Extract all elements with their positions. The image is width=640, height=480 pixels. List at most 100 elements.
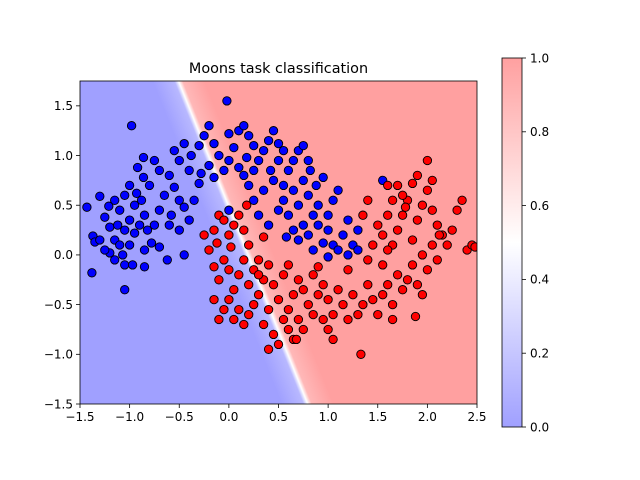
class-0-point [184, 215, 194, 225]
class-1-point [392, 225, 403, 235]
class-1-point [258, 232, 269, 242]
class-0-point [244, 131, 254, 141]
class-1-point [368, 294, 378, 305]
class-0-point [149, 155, 160, 166]
y-tick-label: −1.0 [44, 348, 73, 362]
class-1-point [283, 304, 294, 315]
class-1-point [258, 319, 269, 330]
class-0-point [311, 180, 321, 191]
class-1-point [417, 200, 428, 210]
class-0-point [258, 145, 269, 156]
class-0-point [328, 195, 338, 205]
class-0-point [139, 210, 150, 220]
colorbar-tick-label: 0.2 [530, 347, 549, 361]
class-0-point [268, 175, 279, 186]
class-0-point [209, 172, 219, 183]
class-0-point [268, 126, 279, 136]
class-1-point [373, 220, 383, 230]
class-0-point [278, 180, 289, 191]
class-1-point [343, 314, 353, 325]
class-1-point [204, 245, 214, 255]
class-1-point [427, 240, 437, 250]
class-0-point [323, 252, 333, 262]
class-0-point [199, 131, 209, 141]
class-1-point [278, 314, 289, 325]
class-0-point [283, 210, 294, 220]
class-0-point [338, 230, 348, 240]
class-1-point [268, 329, 279, 340]
x-axis: −1.5 −1.0 −0.5 0.0 0.5 1.0 1.5 2.0 2.5 [65, 404, 487, 424]
class-0-point [222, 96, 232, 106]
class-1-point [283, 260, 294, 270]
class-0-point [113, 220, 123, 230]
class-1-point [392, 180, 403, 191]
class-1-point [356, 349, 366, 359]
class-0-point [179, 202, 189, 212]
class-1-point [407, 235, 418, 245]
class-0-point [189, 195, 199, 205]
class-1-point [318, 314, 328, 325]
class-0-point [283, 165, 294, 176]
class-0-point [174, 155, 184, 166]
class-1-point [434, 230, 444, 240]
class-1-point [422, 185, 433, 195]
class-1-point [427, 175, 437, 186]
class-1-point [229, 220, 239, 230]
class-0-point [288, 225, 299, 235]
class-1-point [470, 242, 477, 252]
x-tick-label: −0.5 [165, 410, 194, 424]
class-0-point [120, 190, 130, 200]
class-0-point [278, 145, 289, 156]
class-1-point [303, 299, 313, 310]
y-tick-label: −0.5 [44, 298, 73, 312]
y-tick-label: −1.5 [44, 397, 73, 411]
class-1-point [400, 202, 411, 212]
class-1-point [412, 280, 423, 290]
y-tick-label: 0.5 [54, 199, 73, 213]
class-0-point [333, 245, 343, 255]
class-1-point [383, 245, 393, 255]
class-0-point [105, 222, 115, 232]
class-0-point [132, 162, 143, 173]
class-0-point [138, 152, 149, 163]
class-0-point [174, 225, 184, 235]
class-1-point [373, 309, 383, 320]
class-0-point [323, 225, 333, 235]
class-1-point [214, 275, 224, 285]
class-0-point [139, 262, 150, 272]
class-1-point [323, 294, 333, 305]
x-tick-label: 0.5 [269, 410, 288, 424]
class-1-point [348, 290, 358, 300]
class-0-point [333, 185, 343, 195]
class-1-point [313, 262, 323, 272]
class-1-point [422, 155, 433, 166]
class-1-point [209, 294, 219, 305]
class-1-point [291, 334, 302, 345]
class-1-point [249, 299, 259, 310]
class-0-point [343, 215, 353, 225]
class-0-point [179, 138, 189, 149]
class-1-point [308, 309, 318, 320]
class-1-point [387, 314, 398, 325]
class-1-point [432, 255, 442, 265]
class-1-point [417, 290, 428, 300]
class-0-point [129, 228, 140, 238]
class-0-point [124, 215, 135, 225]
class-1-point [457, 195, 467, 205]
class-1-point [239, 255, 249, 265]
class-0-point [196, 168, 206, 179]
class-1-point [209, 262, 219, 272]
class-0-point [164, 220, 174, 230]
class-1-point [383, 280, 393, 290]
class-0-point [224, 129, 234, 139]
class-1-point [229, 314, 239, 325]
class-1-point [328, 334, 338, 345]
class-0-point [204, 160, 214, 171]
class-0-point [298, 220, 308, 230]
class-0-point [146, 238, 157, 248]
class-0-point [293, 235, 304, 245]
class-1-point [224, 265, 234, 275]
class-1-point [392, 270, 403, 280]
class-0-point [118, 250, 128, 260]
